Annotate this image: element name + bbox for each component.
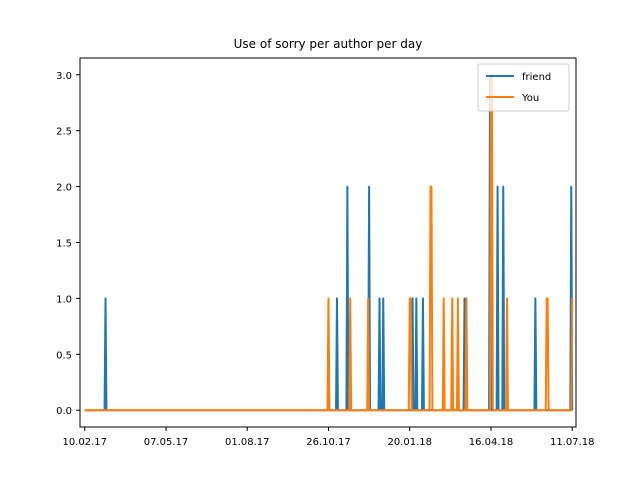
y-tick-label: 1.0 — [56, 294, 72, 305]
y-tick-label: 0.5 — [56, 350, 72, 361]
y-tick-label: 0.0 — [56, 406, 72, 417]
y-tick-label: 3.0 — [56, 71, 72, 82]
ticks-layer: 10.02.17 07.05.17 01.08.17 26.10.17 20.01.18… — [56, 71, 594, 448]
y-tick-label: 2.0 — [56, 183, 72, 194]
chart-title: Use of sorry per author per day — [234, 37, 423, 51]
x-tick-label: 07.05.17 — [144, 437, 189, 448]
y-tick-label: 1.5 — [56, 239, 72, 250]
x-tick-label: 16.04.18 — [469, 437, 514, 448]
x-tick-label: 11.07.18 — [550, 437, 595, 448]
legend-label-friend: friend — [522, 72, 551, 83]
legend: friend You — [477, 63, 570, 112]
x-tick-label: 20.01.18 — [387, 437, 432, 448]
y-tick-label: 2.5 — [56, 127, 72, 138]
x-tick-label: 26.10.17 — [306, 437, 351, 448]
x-tick-label: 10.02.17 — [62, 437, 107, 448]
x-tick-label: 01.08.17 — [225, 437, 270, 448]
legend-label-you: You — [521, 93, 539, 104]
